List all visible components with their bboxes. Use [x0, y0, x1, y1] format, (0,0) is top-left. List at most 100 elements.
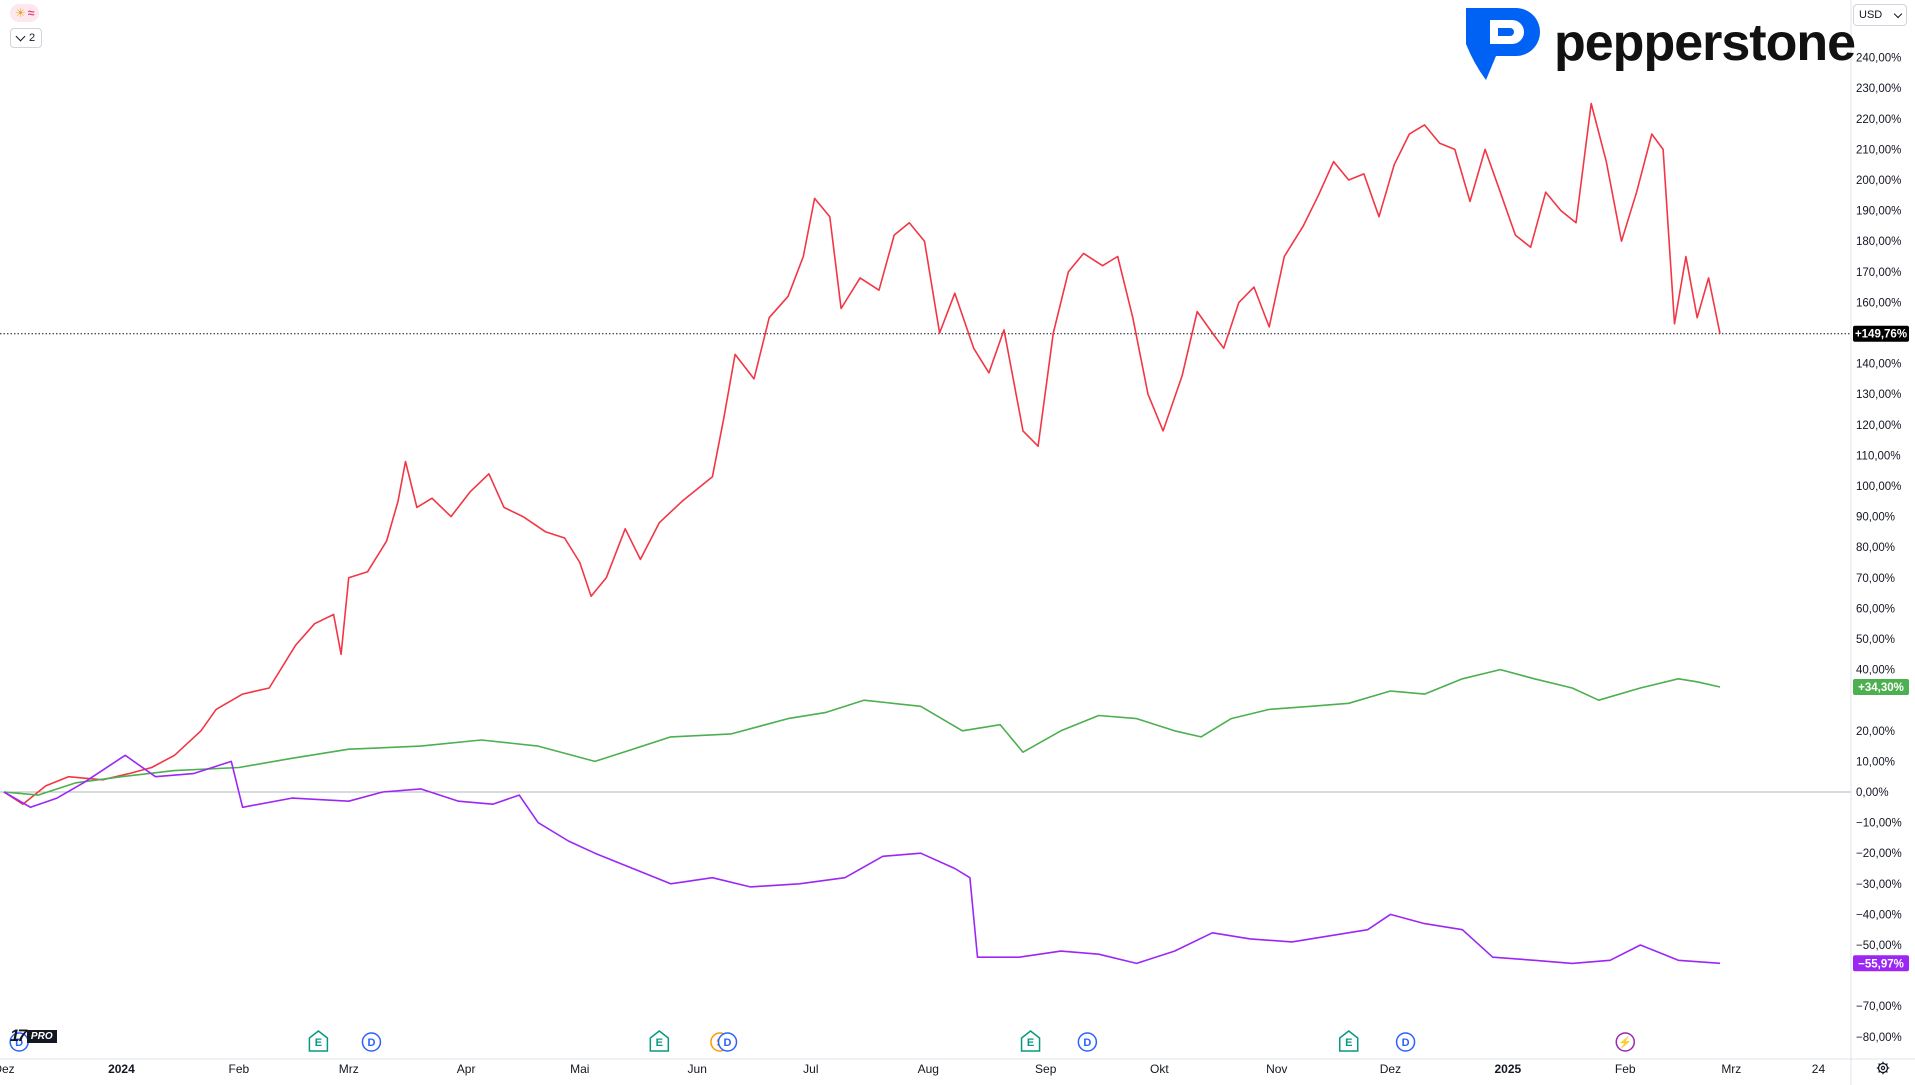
- y-tick-label: 60,00%: [1856, 603, 1895, 615]
- sentiment-badge[interactable]: ☀ ≈: [10, 4, 40, 22]
- brand-name: pepperstone: [1554, 14, 1856, 72]
- y-tick-label: 190,00%: [1856, 206, 1901, 218]
- x-tick-label: 2024: [108, 1062, 135, 1076]
- event-marker-letter: E: [1345, 1037, 1352, 1049]
- y-tick-label: 240,00%: [1856, 53, 1901, 65]
- y-tick-label: 50,00%: [1856, 634, 1895, 646]
- last-value-tag-label: −55,97%: [1858, 958, 1904, 970]
- last-value-tag-0: +149,76%: [1853, 325, 1909, 342]
- earnings-marker-shape: [308, 1030, 329, 1052]
- x-tick-label: Mai: [570, 1062, 589, 1076]
- series-layer: [3, 102, 1721, 965]
- x-tick-label: 2025: [1494, 1062, 1521, 1076]
- event-marker-shape: [361, 1032, 382, 1052]
- x-tick-label: Mrz: [1721, 1062, 1741, 1076]
- event-marker-shape: [1077, 1032, 1098, 1052]
- event-marker-icon[interactable]: D: [9, 1032, 29, 1052]
- last-value-tag-bg: [1853, 679, 1909, 696]
- x-tick-label: Aug: [918, 1062, 939, 1076]
- x-tick-label: Jul: [803, 1062, 818, 1076]
- last-value-tag-bg: [1853, 325, 1909, 342]
- y-tick-label: −40,00%: [1856, 909, 1902, 921]
- earnings-marker-shape: [649, 1030, 670, 1052]
- x-tick-label: Jun: [688, 1062, 707, 1076]
- y-tick-label: 10,00%: [1856, 756, 1895, 768]
- y-tick-label: −10,00%: [1856, 818, 1902, 830]
- event-marker-icon[interactable]: E: [1338, 1030, 1359, 1052]
- pepperstone-mark-icon: [1466, 8, 1540, 80]
- y-tick-label: 80,00%: [1856, 542, 1895, 554]
- event-marker-icon[interactable]: D: [717, 1032, 738, 1052]
- y-tick-label: 20,00%: [1856, 726, 1895, 738]
- y-tick-label: −80,00%: [1856, 1032, 1902, 1044]
- series-line-0: [3, 102, 1721, 805]
- x-tick-label: Mrz: [339, 1062, 359, 1076]
- x-tick-label: Dez: [1380, 1062, 1401, 1076]
- collapse-indicators-button[interactable]: 2: [10, 28, 43, 48]
- wave-icon: ≈: [27, 6, 35, 20]
- chevron-down-icon: [15, 31, 26, 41]
- event-marker-letter: D: [1083, 1037, 1091, 1049]
- y-tick-label: 0,00%: [1856, 787, 1889, 799]
- event-marker-letter: E: [1027, 1037, 1034, 1049]
- indicator-panel: ☀ ≈ 2: [10, 4, 43, 48]
- event-marker-icon[interactable]: E: [1020, 1030, 1041, 1052]
- last-value-tags: +149,76% +34,30% −55,97%: [1853, 325, 1909, 972]
- gear-icon[interactable]: [1876, 1061, 1890, 1075]
- y-tick-label: 160,00%: [1856, 297, 1901, 309]
- y-tick-label: 220,00%: [1856, 114, 1901, 126]
- last-value-tag-label: +149,76%: [1855, 329, 1907, 341]
- x-tick-label: Sep: [1035, 1062, 1057, 1076]
- event-marker-icon[interactable]: E: [649, 1030, 670, 1052]
- x-tick-label: 24: [1812, 1062, 1826, 1076]
- x-axis[interactable]: Dez 2024 Feb Mrz Apr Mai Jun Jul Aug Sep Okt Nov Dez…: [0, 1062, 1825, 1076]
- collapse-count: 2: [29, 32, 36, 44]
- series-line-2: [3, 754, 1721, 965]
- x-tick-label: Nov: [1266, 1062, 1287, 1076]
- series-line-1: [3, 668, 1721, 796]
- event-marker-letter: D: [724, 1037, 732, 1049]
- x-tick-label: Apr: [457, 1062, 476, 1076]
- x-tick-label: Okt: [1150, 1062, 1169, 1076]
- tradingview-pro-logo[interactable]: 17 PRO: [10, 1026, 57, 1046]
- event-marker-icon[interactable]: D: [1077, 1032, 1098, 1052]
- event-marker-letter: D: [15, 1037, 23, 1049]
- chevron-down-icon: [1893, 9, 1903, 18]
- event-marker-letter: E: [315, 1037, 322, 1049]
- y-tick-label: 200,00%: [1856, 175, 1901, 187]
- last-value-tag-2: −55,97%: [1853, 955, 1909, 972]
- tv-mark: 17: [10, 1026, 27, 1045]
- last-value-tag-bg: [1853, 955, 1909, 972]
- y-tick-label: 230,00%: [1856, 83, 1901, 95]
- y-tick-label: 90,00%: [1856, 512, 1895, 524]
- event-marker-letter: ⚡: [1618, 1036, 1632, 1049]
- y-tick-label: 70,00%: [1856, 573, 1895, 585]
- sun-icon: ☀: [15, 6, 26, 20]
- y-tick-label: 180,00%: [1856, 236, 1901, 248]
- last-value-tag-label: +34,30%: [1858, 682, 1904, 694]
- last-value-tag-1: +34,30%: [1853, 679, 1909, 696]
- currency-select[interactable]: USD: [1853, 4, 1907, 26]
- y-tick-label: 40,00%: [1856, 665, 1895, 677]
- event-marker-letter: D: [367, 1037, 375, 1049]
- y-tick-label: −50,00%: [1856, 940, 1902, 952]
- event-marker-icon[interactable]: ⚡: [1615, 1032, 1636, 1052]
- event-marker-shape: [1395, 1032, 1416, 1052]
- earnings-marker-shape: [1020, 1030, 1041, 1052]
- y-tick-label: −20,00%: [1856, 848, 1902, 860]
- y-tick-label: −30,00%: [1856, 879, 1902, 891]
- event-marker-icon[interactable]: E: [308, 1030, 329, 1052]
- y-tick-label: −70,00%: [1856, 1001, 1902, 1013]
- y-axis[interactable]: 240,00% 230,00% 220,00% 210,00% 200,00% 190,0…: [1856, 53, 1902, 1044]
- event-marker-shape: [717, 1032, 738, 1052]
- y-tick-label: 110,00%: [1856, 450, 1901, 462]
- x-tick-label: Feb: [1615, 1062, 1636, 1076]
- currency-value: USD: [1859, 9, 1883, 21]
- event-marker-icon[interactable]: D: [1395, 1032, 1416, 1052]
- y-tick-label: 130,00%: [1856, 389, 1901, 401]
- event-marker-icon[interactable]: D: [361, 1032, 382, 1052]
- brand-logo: pepperstone: [1460, 4, 1856, 82]
- x-tick-label: Feb: [229, 1062, 250, 1076]
